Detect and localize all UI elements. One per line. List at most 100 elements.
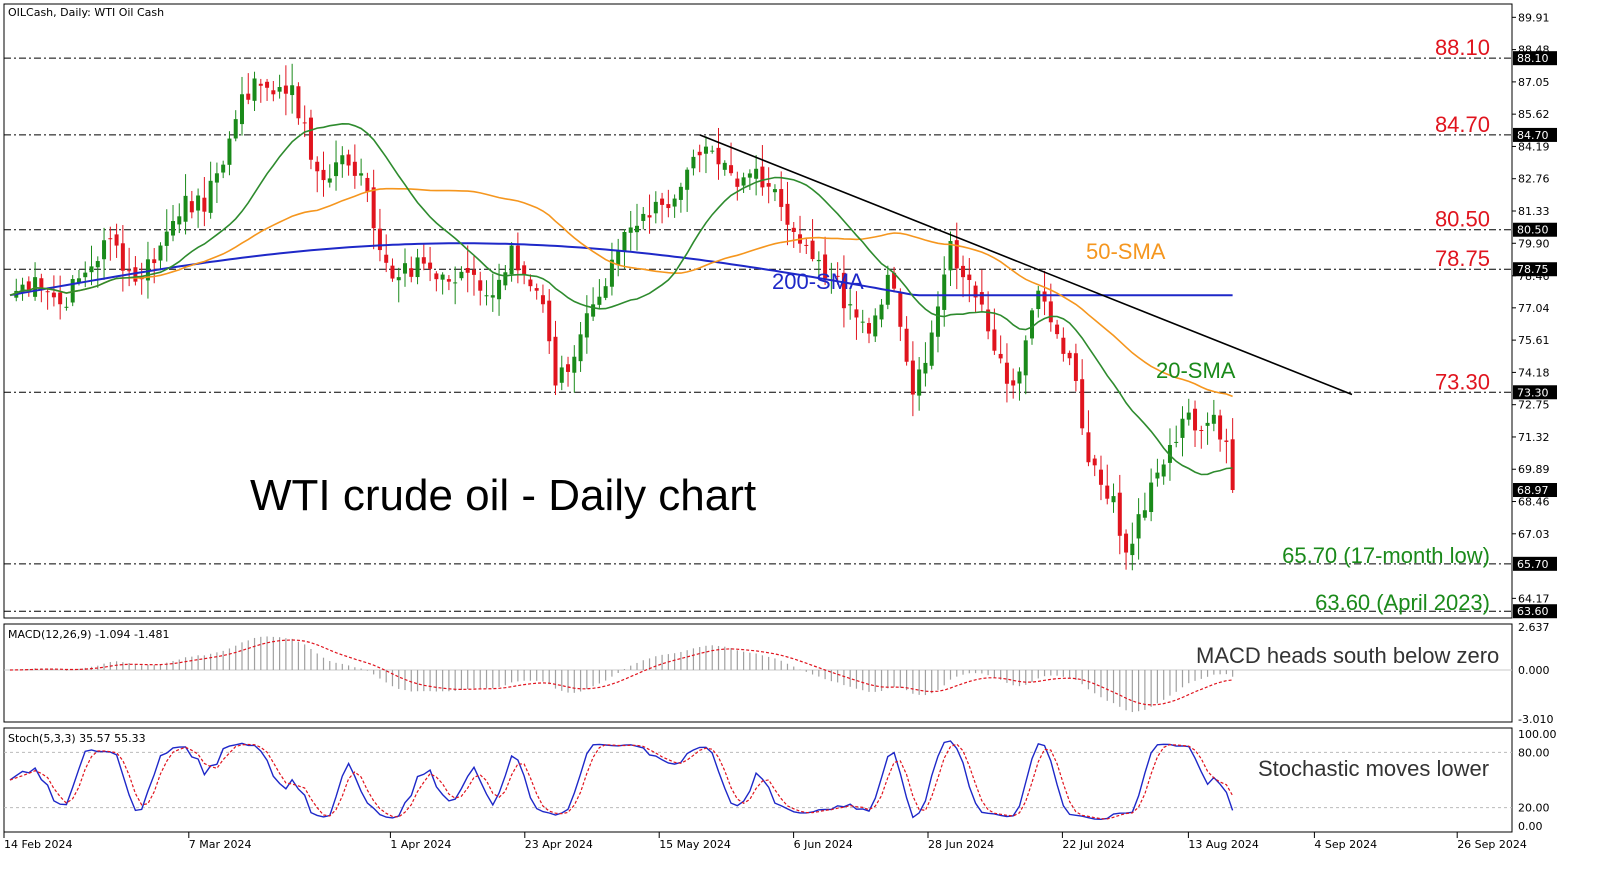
candle-body [1067, 352, 1072, 359]
candle-body [923, 362, 928, 374]
candle-body [133, 267, 138, 282]
candle-body [653, 201, 658, 214]
candle-body [503, 272, 508, 286]
date-label: 7 Mar 2024 [189, 838, 252, 851]
price-tag-label: 80.50 [1517, 224, 1549, 237]
price-axis: 89.9188.4887.0585.6284.1982.7681.3379.90… [1512, 11, 1550, 605]
candle-body [1230, 439, 1235, 491]
candle-body [1073, 353, 1078, 381]
candle-body [628, 227, 633, 233]
candle-body [1180, 418, 1185, 438]
candle-body [528, 279, 533, 287]
candle-body [741, 177, 746, 186]
level-label: 78.75 [1435, 246, 1490, 271]
price-tick-label: 79.90 [1518, 237, 1550, 250]
candle-body [697, 151, 702, 156]
candle-body [265, 81, 270, 88]
candle-body [434, 273, 439, 280]
candle-body [196, 195, 201, 211]
candle-body [766, 183, 771, 187]
candle-body [497, 279, 502, 300]
candle-body [202, 197, 207, 212]
level-label: 84.70 [1435, 112, 1490, 137]
candle-body [371, 187, 376, 229]
candle-body [534, 288, 539, 291]
macd-tick-label: 2.637 [1518, 621, 1550, 634]
candle-body [804, 244, 809, 246]
candle-body [666, 204, 671, 209]
candles [14, 63, 1235, 571]
stoch-note: Stochastic moves lower [1258, 756, 1489, 781]
candle-body [910, 360, 915, 395]
candle-body [1136, 514, 1141, 539]
candle-body [553, 336, 558, 386]
level-label: 80.50 [1435, 207, 1490, 232]
candle-body [377, 228, 382, 251]
candle-body [917, 369, 922, 396]
candle-body [127, 270, 132, 272]
candle-body [1205, 422, 1210, 426]
macd-axis: 2.637 0.000 -3.010 [1518, 621, 1553, 726]
candle-body [547, 300, 552, 342]
price-tick-label: 67.03 [1518, 528, 1550, 541]
candle-body [51, 292, 56, 298]
price-tick-label: 75.61 [1518, 334, 1550, 347]
candle-body [258, 83, 263, 86]
price-tag-label: 73.30 [1517, 386, 1549, 399]
candle-body [1155, 472, 1160, 479]
candle-body [772, 189, 777, 193]
level-labels: 88.10 84.70 80.50 78.75 73.30 65.70 (17-month… [1282, 35, 1490, 615]
price-tick-label: 84.19 [1518, 140, 1550, 153]
candle-body [396, 277, 401, 281]
date-label: 28 Jun 2024 [928, 838, 994, 851]
candle-body [823, 254, 828, 279]
candle-body [760, 166, 765, 188]
candle-body [33, 277, 38, 297]
candle-body [722, 162, 727, 170]
candle-body [277, 87, 282, 92]
candle-body [1142, 510, 1147, 518]
price-tick-label: 72.75 [1518, 399, 1550, 412]
stoch-d-line [9, 743, 1234, 820]
candle-body [1030, 310, 1035, 339]
candle-body [1061, 337, 1066, 354]
candle-body [102, 240, 107, 260]
candle-body [904, 328, 909, 362]
candle-body [729, 165, 734, 174]
candle-body [616, 251, 621, 266]
candle-body [678, 186, 683, 200]
sma50-line [9, 187, 1233, 398]
candle-body [622, 231, 627, 251]
candle-body [1224, 440, 1229, 442]
candle-body [1036, 290, 1041, 310]
sma50-label: 50-SMA [1086, 239, 1166, 264]
candle-body [346, 154, 351, 166]
sma20-label: 20-SMA [1156, 358, 1236, 383]
price-tag-label: 63.60 [1517, 605, 1549, 618]
stoch-panel-frame [3, 727, 1513, 833]
candle-body [1055, 324, 1060, 335]
candle-body [979, 292, 984, 305]
candle-body [998, 353, 1003, 359]
candle-body [1117, 492, 1122, 536]
macd-note: MACD heads south below zero [1196, 643, 1499, 668]
date-axis: 14 Feb 2024 7 Mar 2024 1 Apr 2024 23 Apr 20… [3, 832, 1527, 851]
date-label: 4 Sep 2024 [1314, 838, 1377, 851]
candle-body [747, 173, 752, 178]
candle-body [308, 117, 313, 160]
candle-body [641, 213, 646, 221]
date-label: 23 Apr 2024 [525, 838, 593, 851]
candle-body [233, 119, 238, 139]
candle-body [754, 168, 759, 179]
candle-body [302, 122, 307, 124]
candle-body [1167, 445, 1172, 463]
candle-body [164, 231, 169, 246]
candle-body [390, 265, 395, 279]
price-tag-box [1513, 385, 1557, 400]
candle-body [76, 278, 81, 283]
chart-main-title: WTI crude oil - Daily chart [250, 471, 756, 520]
candle-body [992, 329, 997, 351]
candle-body [973, 285, 978, 298]
candle-body [208, 180, 213, 213]
